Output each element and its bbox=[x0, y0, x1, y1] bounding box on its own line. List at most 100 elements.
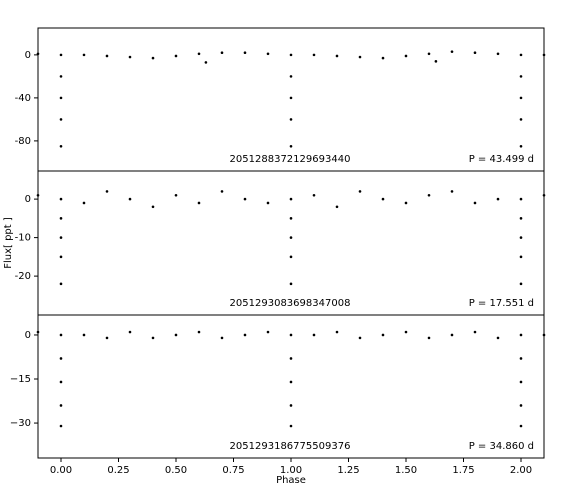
x-tick-label: 0.50 bbox=[165, 465, 187, 476]
data-point bbox=[59, 75, 63, 78]
panel-frame bbox=[37, 170, 545, 316]
data-point bbox=[220, 51, 224, 55]
data-point bbox=[289, 404, 293, 407]
data-point bbox=[404, 54, 408, 58]
data-point bbox=[381, 333, 385, 337]
data-point bbox=[82, 201, 86, 205]
data-point bbox=[473, 330, 477, 334]
data-point bbox=[289, 282, 293, 286]
data-point bbox=[404, 330, 408, 334]
data-point bbox=[427, 336, 431, 340]
data-point bbox=[151, 205, 155, 209]
y-tick-label: -10 bbox=[15, 233, 31, 244]
data-point bbox=[312, 53, 316, 57]
data-point bbox=[519, 118, 523, 121]
data-point bbox=[59, 255, 63, 259]
data-point bbox=[59, 96, 63, 100]
data-point bbox=[519, 75, 523, 78]
data-point bbox=[519, 255, 523, 259]
data-point bbox=[59, 282, 63, 286]
data-point bbox=[519, 357, 523, 360]
x-tick-label: 1.75 bbox=[452, 465, 474, 476]
data-point bbox=[105, 336, 109, 340]
y-axis-label: Flux[ ppt ] bbox=[3, 217, 14, 269]
data-point bbox=[105, 54, 109, 58]
star-id: 2051293186775509376 bbox=[230, 441, 351, 452]
data-point bbox=[519, 144, 523, 148]
data-point bbox=[312, 333, 316, 337]
data-point bbox=[335, 54, 339, 58]
data-point bbox=[197, 330, 201, 334]
data-point bbox=[381, 56, 385, 60]
data-point bbox=[59, 217, 63, 220]
period-label: P = 17.551 d bbox=[469, 298, 534, 309]
data-point bbox=[519, 380, 523, 384]
x-axis-label: Phase bbox=[276, 475, 306, 485]
panel-frame bbox=[37, 27, 545, 172]
data-point bbox=[450, 190, 454, 193]
x-tick-label: 0.25 bbox=[107, 465, 129, 476]
data-point bbox=[59, 357, 63, 360]
x-tick-label: 1.50 bbox=[395, 465, 417, 476]
data-point bbox=[358, 55, 362, 59]
data-point bbox=[427, 193, 431, 197]
data-point bbox=[473, 51, 477, 55]
data-point bbox=[519, 282, 523, 286]
data-point bbox=[335, 330, 339, 334]
data-point bbox=[519, 333, 523, 337]
data-point bbox=[496, 197, 500, 201]
data-point bbox=[59, 404, 63, 407]
data-point bbox=[151, 56, 155, 60]
data-point bbox=[496, 52, 500, 56]
data-point bbox=[174, 193, 178, 197]
y-tick-label: −30 bbox=[10, 418, 31, 429]
data-point bbox=[358, 336, 362, 340]
data-point bbox=[289, 333, 293, 337]
period-label: P = 43.499 d bbox=[469, 154, 534, 165]
data-point bbox=[174, 54, 178, 58]
data-point bbox=[128, 55, 132, 59]
data-point bbox=[289, 75, 293, 78]
data-point bbox=[519, 53, 523, 57]
period-label: P = 34.860 d bbox=[469, 441, 534, 452]
star-id: 2051293083698347008 bbox=[230, 298, 351, 309]
data-point bbox=[519, 404, 523, 407]
data-point bbox=[450, 333, 454, 337]
data-point bbox=[473, 201, 477, 205]
data-point bbox=[519, 217, 523, 220]
data-point bbox=[220, 190, 224, 193]
star-id: 2051288372129693440 bbox=[230, 154, 351, 165]
data-point bbox=[243, 197, 247, 201]
data-point bbox=[519, 197, 523, 201]
data-point bbox=[289, 380, 293, 384]
data-point bbox=[434, 60, 438, 63]
y-tick-label: 0 bbox=[25, 330, 31, 341]
data-point bbox=[59, 333, 63, 337]
data-point bbox=[204, 61, 208, 64]
data-point bbox=[59, 144, 63, 148]
data-point bbox=[312, 193, 316, 197]
data-point bbox=[289, 96, 293, 100]
data-point bbox=[335, 205, 339, 209]
data-point bbox=[197, 52, 201, 56]
data-point bbox=[197, 201, 201, 205]
data-point bbox=[174, 333, 178, 337]
data-point bbox=[289, 197, 293, 201]
y-tick-label: -80 bbox=[15, 136, 31, 147]
data-point bbox=[82, 333, 86, 337]
data-point bbox=[289, 236, 293, 239]
y-tick-label: -20 bbox=[15, 271, 31, 282]
data-point bbox=[243, 333, 247, 337]
data-point bbox=[59, 380, 63, 384]
x-tick-label: 1.25 bbox=[337, 465, 359, 476]
data-point bbox=[404, 201, 408, 205]
data-point bbox=[519, 96, 523, 100]
y-tick-label: 0 bbox=[25, 50, 31, 61]
data-point bbox=[128, 197, 132, 201]
data-point bbox=[59, 53, 63, 57]
data-point bbox=[289, 255, 293, 259]
data-point bbox=[289, 217, 293, 220]
y-tick-label: −15 bbox=[10, 374, 31, 385]
y-tick-label: 0 bbox=[25, 194, 31, 205]
data-point bbox=[358, 190, 362, 193]
